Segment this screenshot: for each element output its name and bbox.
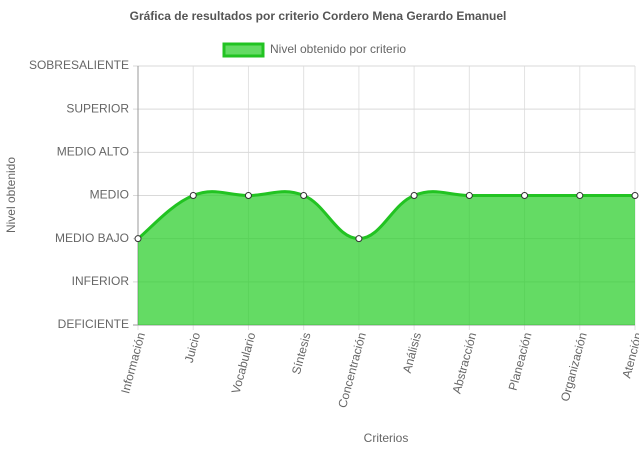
point (134, 235, 142, 243)
y-tick-label: MEDIO BAJO (55, 231, 129, 245)
point (410, 192, 418, 199)
point (189, 192, 197, 199)
point (300, 192, 308, 199)
x-tick-label: Información (118, 331, 148, 395)
chart-title: Gráfica de resultados por criterio Corde… (130, 9, 507, 23)
y-tick-label: SOBRESALIENTE (29, 58, 129, 72)
point (465, 192, 473, 199)
x-axis-title: Criterios (364, 431, 409, 445)
y-tick-label: DEFICIENTE (58, 317, 129, 331)
x-tick-label: Planeación (506, 331, 535, 392)
x-tick-label: Análisis (400, 331, 424, 375)
x-tick-label: Atención (619, 331, 639, 380)
area-fill (138, 191, 635, 325)
legend-swatch (222, 42, 265, 58)
y-tick-label: MEDIO (90, 188, 129, 202)
y-tick-label: MEDIO ALTO (57, 145, 129, 159)
x-tick-label: Síntesis (289, 331, 314, 376)
x-tick-label: Juicio (182, 331, 204, 365)
point (244, 192, 252, 199)
x-tick-label: Concentración (335, 331, 369, 409)
x-tick-label: Abstracción (450, 331, 480, 395)
point (521, 192, 529, 199)
line (137, 190, 635, 241)
x-tick-label: Vocabulario (229, 331, 259, 396)
point (355, 235, 363, 243)
legend-label: Nivel obtenido por criterio (270, 42, 406, 56)
point (576, 192, 584, 199)
point (631, 192, 639, 199)
y-axis-title: Nivel obtenido (4, 157, 18, 233)
y-tick-label: SUPERIOR (66, 101, 129, 115)
x-tick-label: Organización (558, 331, 590, 403)
y-tick-label: INFERIOR (72, 274, 130, 288)
